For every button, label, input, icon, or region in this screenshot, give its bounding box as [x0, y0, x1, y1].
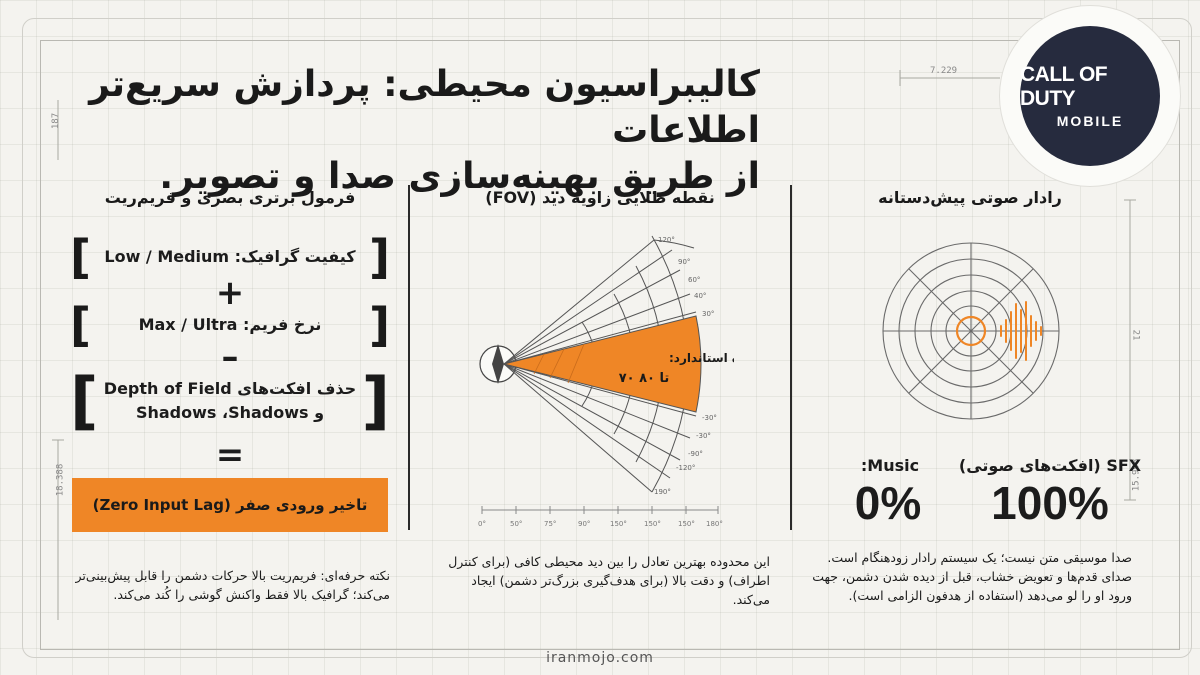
formula-effects-line-2: و Shadows ،Shadows	[135, 403, 325, 422]
bracket-left: [	[70, 364, 99, 437]
angle-label: -30°	[696, 432, 711, 440]
angle-label: 40°	[694, 292, 706, 300]
range-label-line-1: محدوده استاندارد:	[669, 351, 734, 366]
formula-row-effects: [ حذف افکت‌های Depth of Field و Shadows …	[70, 370, 390, 432]
dim-label-right-1: 21	[1130, 329, 1141, 341]
formula-row-framerate: [ نرخ فریم: Max / Ultra ]	[70, 302, 390, 348]
inner-frame	[40, 40, 1180, 650]
angle-label: -90°	[688, 450, 703, 458]
formula-row-graphics: [ کیفیت گرافیک: Low / Medium ]	[70, 234, 390, 280]
angle-label: -30°	[702, 414, 717, 422]
scale-label: 75°	[544, 520, 556, 528]
dim-label-top: 7.229	[930, 66, 958, 76]
logo-text-sub: MOBILE	[1056, 113, 1124, 129]
music-label: Music:	[860, 456, 920, 475]
page-title: کالیبراسیون محیطی: پردازش سریع‌تر اطلاعا…	[40, 62, 760, 200]
scale-label: 180°	[706, 520, 723, 528]
angle-label: -120°	[676, 464, 695, 472]
fov-scale-ruler: 0° 50° 75° 90° 150° 150° 150° 180°	[478, 506, 723, 528]
formula-effects-text: حذف افکت‌های Depth of Field و Shadows ،S…	[98, 377, 361, 425]
range-label-line-2: ۷۰ تا ۸۰	[619, 371, 670, 386]
title-line-1: کالیبراسیون محیطی: پردازش سریع‌تر اطلاعا…	[89, 64, 760, 151]
logo-badge: CALL OF DUTY MOBILE	[1000, 6, 1180, 186]
formula-framerate-text: نرخ فریم: Max / Ultra	[138, 315, 322, 334]
eye-icon	[479, 344, 517, 384]
equals-operator: =	[215, 435, 245, 475]
angle-label: 120°	[658, 236, 675, 244]
middle-column-note: این محدوده بهترین تعادل را بین دید محیطی…	[448, 554, 770, 607]
scale-label: 150°	[610, 520, 627, 528]
bracket-right: ]	[368, 230, 390, 284]
music-value: 0%	[854, 477, 922, 529]
middle-column-heading: نقطه طلایی زاویه دید (FOV)	[485, 188, 715, 207]
right-column-note: صدا موسیقی متن نیست؛ یک سیستم رادار زوده…	[812, 550, 1132, 603]
angle-label: 60°	[688, 276, 700, 284]
left-column-heading: فرمول برتری بصری و فریم‌ریت	[104, 188, 356, 207]
minus-operator: –	[221, 337, 239, 377]
outer-frame	[22, 18, 1192, 658]
angle-label: 190°	[654, 488, 671, 496]
scale-label: 90°	[578, 520, 590, 528]
site-watermark: iranmojo.com	[546, 650, 654, 666]
scale-label: 150°	[644, 520, 661, 528]
fov-diagram: محدوده استاندارد: ۷۰ تا ۸۰ 120° 90° 60° …	[479, 235, 734, 496]
right-column-heading: رادار صوتی پیش‌دستانه	[878, 188, 1062, 207]
dim-label-left-1: 18.388	[55, 463, 66, 497]
column-divider-right	[790, 185, 792, 530]
scale-label: 50°	[510, 520, 522, 528]
sound-radar-graphic	[882, 242, 1060, 420]
formula-graphics-text: کیفیت گرافیک: Low / Medium	[104, 247, 356, 266]
formula-effects-line-1: حذف افکت‌های Depth of Field	[103, 379, 357, 398]
angle-label: 30°	[702, 310, 714, 318]
angle-label: 90°	[678, 258, 690, 266]
sfx-value: 100%	[991, 477, 1109, 529]
bracket-left: [	[70, 298, 92, 352]
scale-label: 0°	[478, 520, 486, 528]
cod-mobile-logo: CALL OF DUTY MOBILE	[1020, 26, 1160, 166]
column-divider-left	[408, 185, 410, 530]
zero-input-lag-result: تاخیر ورودی صفر (Zero Input Lag)	[72, 478, 388, 532]
title-line-2: از طریق بهینه‌سازی صدا و تصویر.	[159, 156, 760, 197]
sfx-label: SFX (افکت‌های صوتی)	[958, 456, 1142, 475]
bracket-left: [	[70, 230, 92, 284]
logo-text-main: CALL OF DUTY	[1020, 63, 1108, 110]
scale-label: 150°	[678, 520, 695, 528]
bracket-right: ]	[361, 364, 390, 437]
bracket-right: ]	[368, 298, 390, 352]
plus-operator: +	[215, 273, 245, 313]
left-column-note: نکته حرفه‌ای: فریم‌ریت بالا حرکات دشمن ر…	[75, 568, 390, 602]
